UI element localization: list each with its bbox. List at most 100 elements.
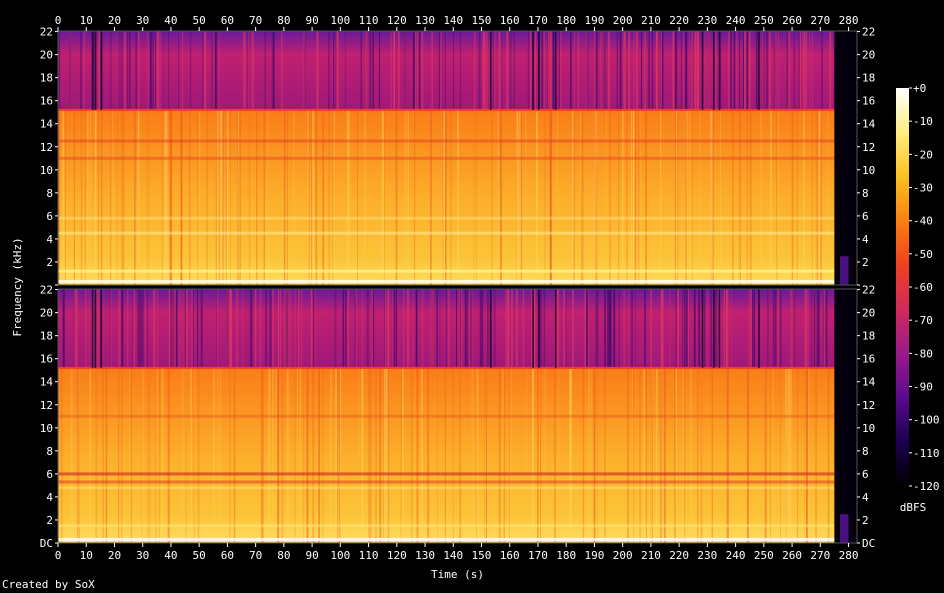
texture-streak bbox=[279, 289, 282, 368]
x-tick-label: 260 bbox=[782, 14, 802, 27]
texture-streak bbox=[121, 109, 124, 285]
dropout-column bbox=[532, 31, 534, 110]
texture-streak bbox=[197, 367, 200, 543]
texture-streak bbox=[181, 31, 184, 110]
texture-streak bbox=[785, 367, 788, 543]
texture-streak bbox=[251, 31, 254, 110]
texture-streak bbox=[379, 31, 380, 110]
texture-streak bbox=[556, 109, 558, 285]
texture-streak bbox=[146, 31, 149, 110]
texture-streak bbox=[161, 367, 164, 543]
texture-streak bbox=[594, 31, 596, 110]
x-tick-label: 170 bbox=[528, 549, 548, 562]
texture-streak bbox=[628, 31, 630, 110]
texture-streak bbox=[604, 289, 606, 368]
y-tick-label: 6 bbox=[46, 468, 53, 481]
y-tick-label: 2 bbox=[862, 514, 869, 527]
texture-streak bbox=[660, 289, 663, 368]
lower-band bbox=[58, 367, 835, 543]
y-tick-label: 10 bbox=[40, 164, 53, 177]
texture-streak bbox=[88, 289, 90, 368]
texture-streak bbox=[73, 109, 75, 285]
texture-streak bbox=[261, 367, 264, 543]
texture-streak bbox=[480, 289, 483, 368]
texture-streak bbox=[272, 367, 274, 543]
texture-streak bbox=[622, 109, 624, 285]
texture-streak bbox=[573, 109, 575, 285]
texture-streak bbox=[727, 367, 729, 543]
colorbar-tick-label: -20 bbox=[913, 148, 933, 161]
texture-streak bbox=[539, 289, 542, 368]
texture-streak bbox=[595, 289, 597, 368]
colorbar-tick-label: -40 bbox=[913, 215, 933, 228]
x-tick-label: 140 bbox=[443, 549, 463, 562]
texture-streak bbox=[237, 109, 240, 285]
texture-streak bbox=[767, 289, 769, 368]
texture-streak bbox=[728, 31, 730, 110]
texture-streak bbox=[749, 109, 752, 285]
texture-streak bbox=[130, 367, 133, 543]
texture-streak bbox=[111, 109, 114, 285]
texture-streak bbox=[141, 289, 143, 368]
y-tick-label: 16 bbox=[40, 95, 53, 108]
texture-streak bbox=[227, 109, 229, 285]
texture-streak bbox=[460, 367, 462, 543]
texture-streak bbox=[637, 109, 640, 285]
texture-streak bbox=[348, 109, 351, 285]
texture-streak bbox=[452, 31, 454, 110]
texture-streak bbox=[304, 31, 306, 110]
dropout-column bbox=[91, 31, 94, 110]
y-tick-label: 12 bbox=[862, 141, 875, 154]
texture-streak bbox=[190, 289, 193, 368]
texture-streak bbox=[344, 31, 347, 110]
texture-streak bbox=[289, 289, 292, 368]
texture-streak bbox=[827, 367, 829, 543]
texture-streak bbox=[445, 109, 447, 285]
texture-streak bbox=[661, 31, 664, 110]
y-tick-label: DC bbox=[862, 537, 875, 550]
texture-streak bbox=[742, 31, 745, 110]
texture-streak bbox=[78, 367, 80, 543]
x-tick-label: 90 bbox=[305, 549, 318, 562]
texture-streak bbox=[249, 289, 252, 368]
x-tick-label: 190 bbox=[584, 14, 604, 27]
texture-streak bbox=[442, 109, 444, 285]
texture-streak bbox=[681, 289, 684, 368]
texture-streak bbox=[368, 367, 370, 543]
texture-streak bbox=[683, 289, 686, 368]
y-tick-label: 20 bbox=[40, 307, 53, 320]
texture-streak bbox=[733, 31, 734, 110]
texture-streak bbox=[167, 31, 170, 110]
x-tick-label: 220 bbox=[669, 14, 689, 27]
texture-streak bbox=[439, 289, 441, 368]
y-tick-label: 14 bbox=[40, 118, 54, 131]
texture-streak bbox=[443, 109, 446, 285]
texture-streak bbox=[714, 289, 717, 368]
texture-streak bbox=[155, 31, 157, 110]
texture-streak bbox=[78, 367, 80, 543]
texture-streak bbox=[563, 289, 565, 368]
texture-streak bbox=[823, 289, 826, 368]
texture-streak bbox=[381, 109, 384, 285]
texture-streak bbox=[557, 289, 560, 368]
texture-streak bbox=[220, 109, 223, 285]
texture-streak bbox=[520, 109, 523, 285]
x-tick-label: 20 bbox=[108, 14, 121, 27]
texture-streak bbox=[761, 31, 763, 110]
y-tick-label: DC bbox=[40, 537, 53, 550]
texture-streak bbox=[674, 367, 676, 543]
texture-streak bbox=[711, 109, 713, 285]
texture-streak bbox=[217, 109, 219, 285]
texture-streak bbox=[213, 367, 215, 543]
texture-streak bbox=[704, 31, 706, 110]
texture-streak bbox=[149, 367, 151, 543]
texture-streak bbox=[197, 289, 199, 368]
texture-streak bbox=[777, 109, 778, 285]
tail-energy bbox=[840, 256, 849, 285]
x-tick-label: 60 bbox=[221, 549, 234, 562]
texture-streak bbox=[609, 289, 612, 368]
texture-streak bbox=[710, 109, 712, 285]
texture-streak bbox=[334, 289, 337, 368]
texture-streak bbox=[335, 367, 338, 543]
texture-streak bbox=[802, 31, 804, 110]
